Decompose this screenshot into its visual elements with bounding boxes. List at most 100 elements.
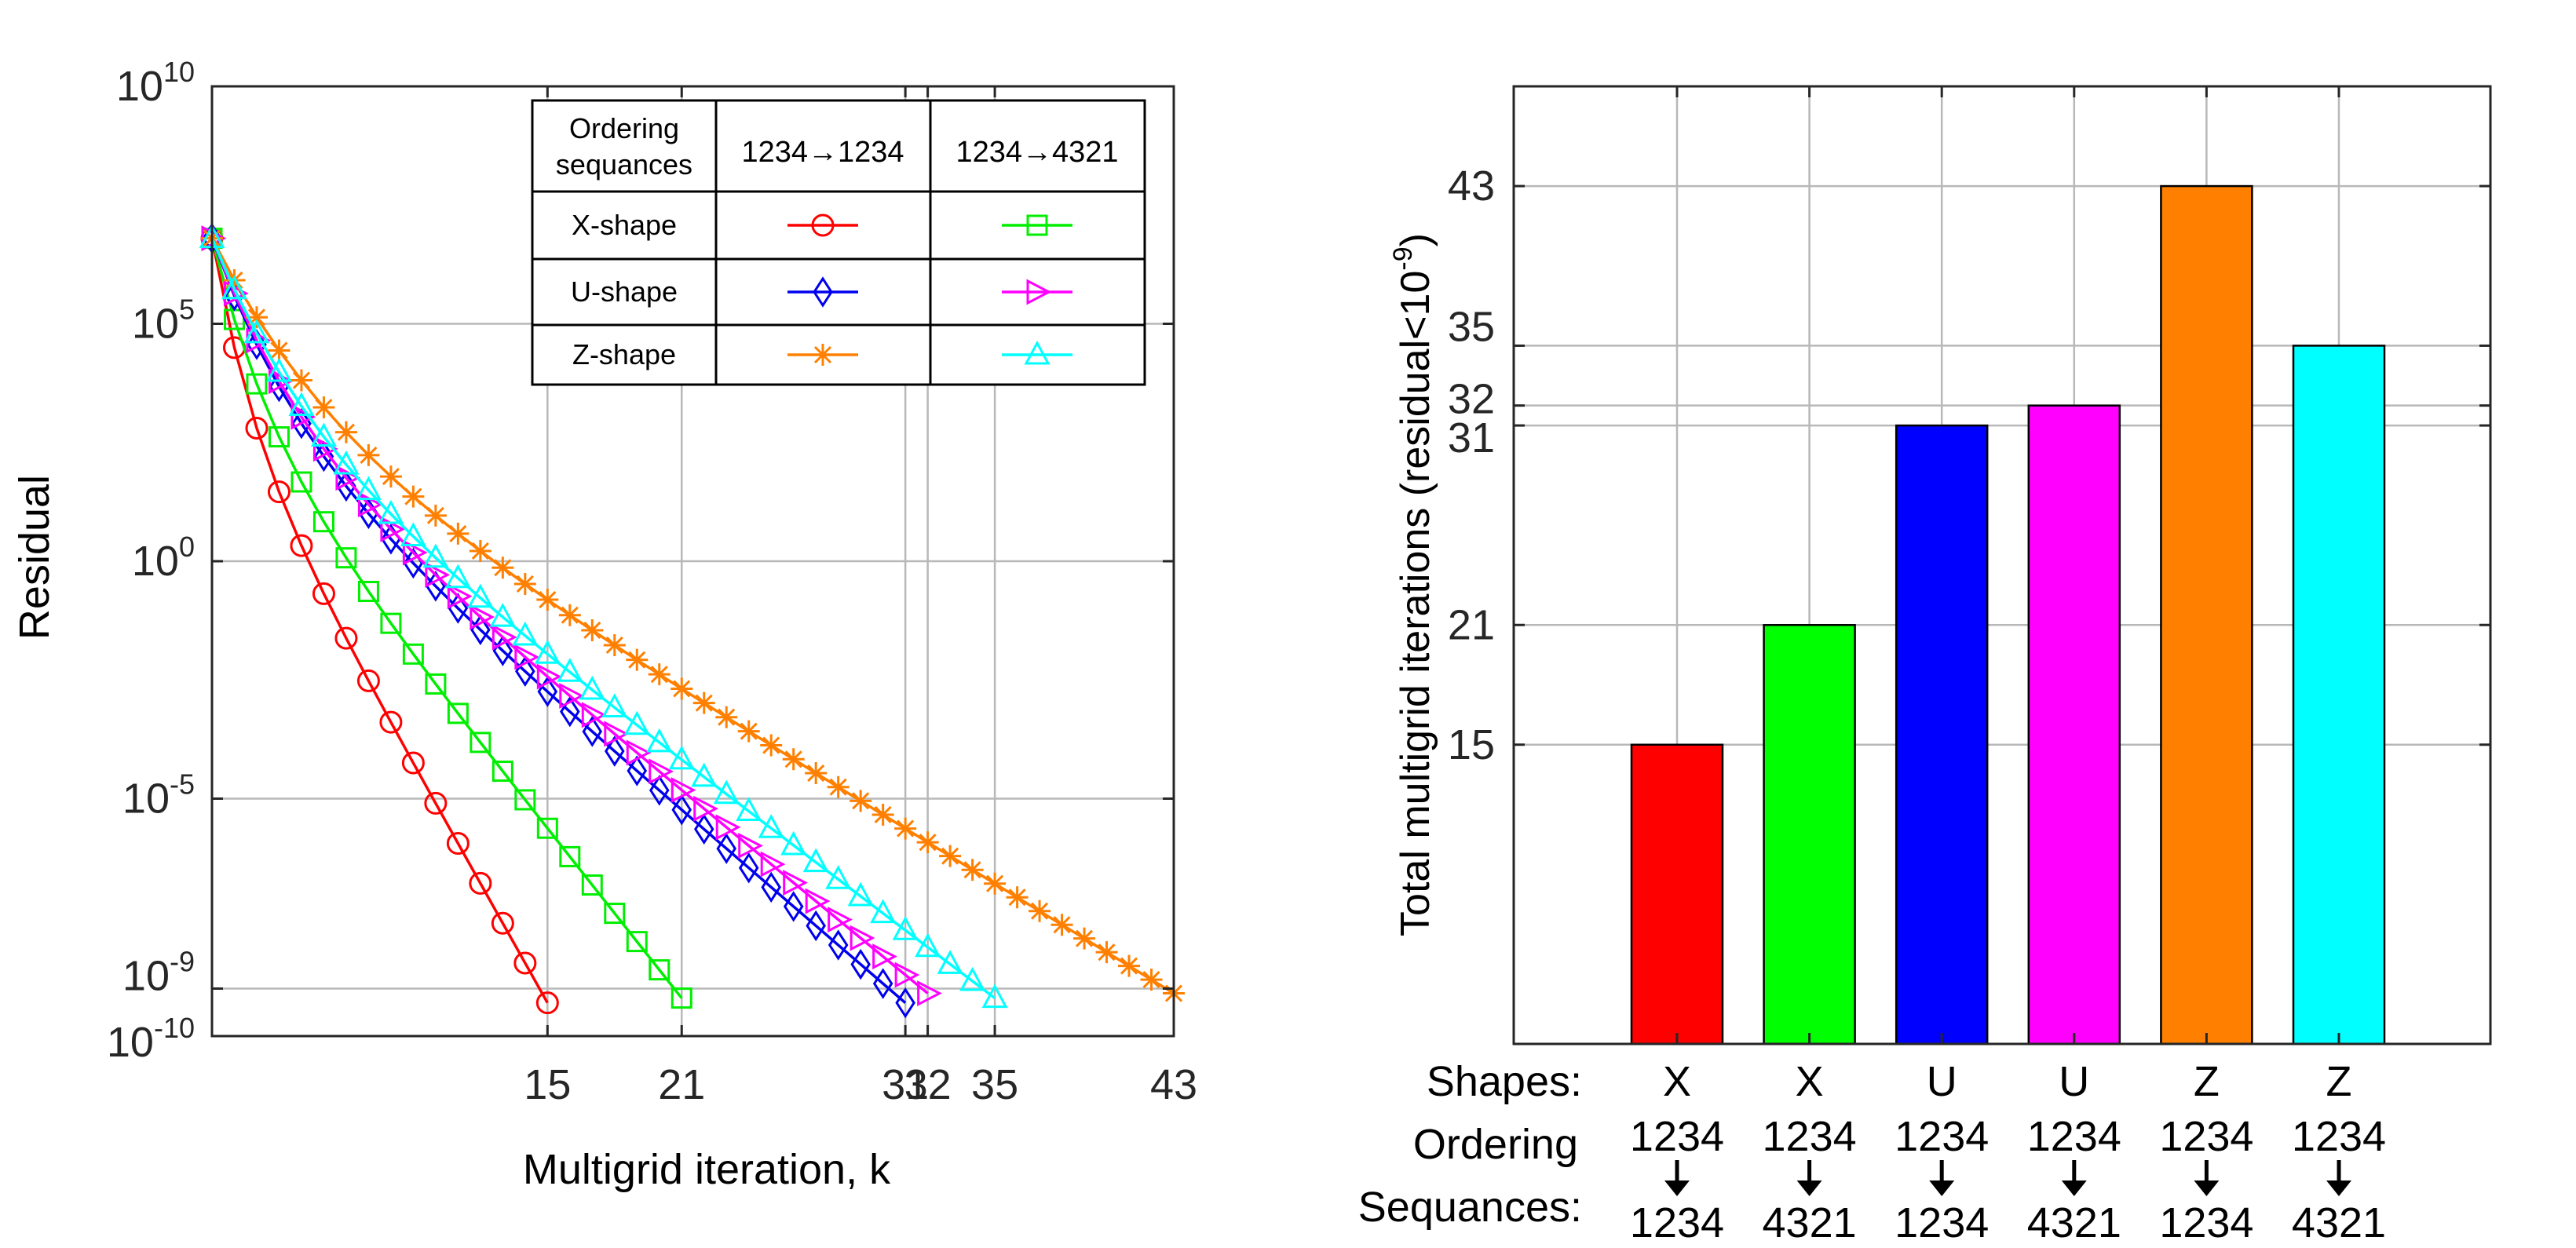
series-marker (692, 692, 715, 714)
legend-header-sequances: sequances (556, 148, 692, 181)
series-marker (715, 814, 741, 841)
series-marker (402, 643, 424, 665)
row-label-ordering: Ordering (1413, 1121, 1578, 1168)
series-marker (671, 794, 692, 826)
series-marker (470, 604, 495, 630)
series-marker (870, 899, 897, 924)
series-marker (780, 830, 807, 856)
series-marker (491, 556, 514, 579)
series-marker (335, 547, 357, 569)
series-marker (603, 633, 626, 656)
series-marker (512, 621, 539, 646)
series-marker (737, 720, 760, 743)
bar-order-from-label: 1234 (2159, 1113, 2253, 1160)
bar-y-axis-label-exp: -9 (1388, 246, 1418, 270)
series-marker (1029, 900, 1051, 922)
series-marker (828, 907, 853, 933)
bar-order-to-label: 1234 (1630, 1199, 1724, 1246)
down-arrow-icon (1796, 1180, 1822, 1196)
series-marker (806, 910, 826, 942)
bar-shape-label: X (1796, 1058, 1824, 1105)
line-series-group (199, 222, 1185, 1019)
line-x-tick-label: 35 (971, 1061, 1018, 1108)
legend-row-x-shape: X-shape (572, 209, 677, 241)
bar-y-tick-label: 21 (1448, 601, 1495, 648)
bar-y-tick-label: 35 (1448, 303, 1495, 350)
series-marker (738, 833, 763, 859)
series-marker (1050, 914, 1073, 936)
series-marker (513, 572, 536, 595)
bar-order-from-label: 1234 (1630, 1113, 1724, 1160)
series-marker (357, 443, 380, 466)
series-marker (534, 640, 561, 664)
series-marker (649, 758, 674, 785)
series-marker (444, 564, 471, 589)
row-label-shapes: Shapes: (1427, 1058, 1582, 1105)
series-marker (536, 663, 562, 690)
series-marker (605, 735, 625, 767)
bar-order-to-label: 4321 (2292, 1199, 2386, 1246)
series-marker (447, 702, 469, 724)
series-marker (246, 373, 268, 395)
series-marker (334, 626, 358, 650)
bar-order-to-label: 1234 (2159, 1199, 2253, 1246)
series-marker (448, 593, 469, 624)
line-x-tick-label: 21 (658, 1061, 705, 1108)
down-arrow-icon (2194, 1180, 2220, 1196)
series-marker (917, 980, 942, 1007)
row-label-sequances: Sequances: (1358, 1184, 1582, 1231)
legend-samples (787, 213, 1072, 366)
series-marker (425, 673, 447, 695)
legend-header-col1: 1234→1234 (741, 136, 904, 169)
series-marker (582, 716, 603, 747)
series-marker (715, 706, 738, 728)
bar-y-tick-label: 32 (1448, 376, 1495, 423)
series-marker (491, 911, 514, 935)
line-y-tick-label: 1010 (116, 56, 195, 110)
series-marker (378, 499, 404, 524)
series-marker (738, 852, 759, 884)
series-marker (604, 903, 626, 925)
series-marker (379, 710, 403, 734)
bar-y-tick-label: 43 (1448, 162, 1495, 210)
line-y-axis-label: Residual (11, 475, 58, 640)
series-marker (513, 951, 537, 975)
series-marker (581, 619, 604, 641)
series-marker (247, 329, 267, 360)
series-marker (581, 702, 607, 728)
series-marker (670, 987, 692, 1009)
series-marker (402, 485, 425, 508)
series-marker (850, 948, 871, 980)
series-marker (915, 932, 941, 958)
series-marker (670, 677, 693, 700)
series-marker (380, 612, 402, 634)
series-marker (425, 561, 451, 588)
series-marker (560, 695, 580, 728)
series-marker (984, 872, 1007, 895)
series-marker (894, 962, 920, 988)
series-marker (221, 275, 247, 300)
bar-shape-label: X (1663, 1058, 1691, 1105)
series-marker (713, 779, 740, 805)
series-marker (649, 775, 670, 806)
series-marker (559, 845, 581, 867)
bar (1895, 424, 1989, 1045)
series-marker (400, 522, 426, 547)
down-arrow-icon (1664, 1180, 1690, 1196)
series-marker (447, 583, 473, 610)
series-marker (424, 791, 448, 815)
series-marker (514, 789, 536, 811)
legend-sample-marker (1026, 214, 1048, 236)
series-marker (581, 874, 603, 896)
series-marker (333, 450, 360, 475)
bar-y-tick-label: 15 (1448, 721, 1495, 768)
series-marker (626, 931, 648, 953)
series-marker (579, 675, 605, 700)
legend-frame (531, 99, 1146, 386)
bar-order-to-label: 4321 (1763, 1199, 1857, 1246)
series-marker (871, 803, 894, 826)
series-marker (601, 693, 628, 717)
series-marker (537, 676, 558, 707)
